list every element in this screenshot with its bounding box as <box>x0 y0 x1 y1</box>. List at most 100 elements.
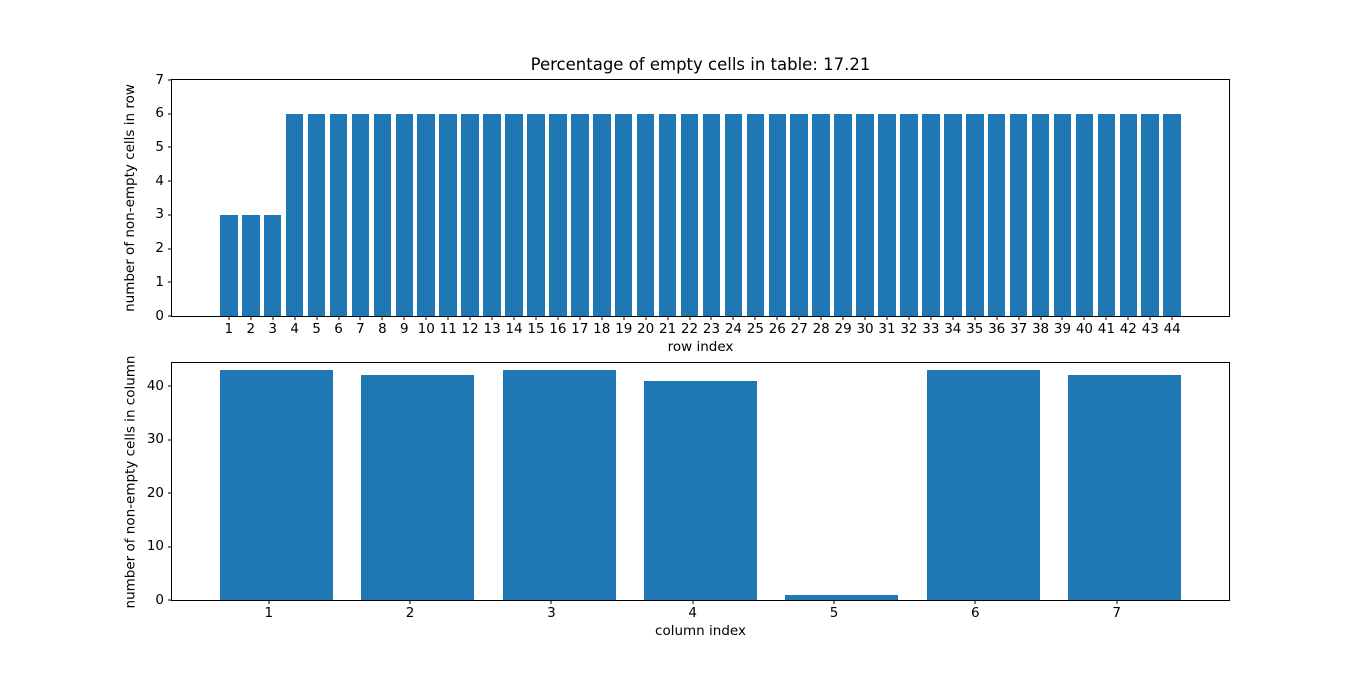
y-tick <box>168 146 172 148</box>
y-tick-label: 0 <box>155 591 164 608</box>
y-tick <box>168 599 172 601</box>
x-tick <box>692 600 694 604</box>
bar <box>812 113 830 316</box>
x-tick-label: 36 <box>988 321 1006 337</box>
bar <box>944 113 962 316</box>
x-tick <box>1171 316 1173 320</box>
bar <box>1053 113 1072 316</box>
bar <box>790 113 808 316</box>
x-tick <box>833 600 835 604</box>
bar <box>922 113 940 316</box>
x-tick-label: 3 <box>547 605 556 621</box>
x-tick-label: 28 <box>812 321 830 337</box>
bar <box>643 380 758 600</box>
x-tick-label: 5 <box>312 321 321 337</box>
x-tick-label: 3 <box>268 321 277 337</box>
bar <box>395 113 414 316</box>
y-tick <box>168 492 172 494</box>
x-tick-label: 1 <box>224 321 234 337</box>
x-tick-label: 17 <box>571 321 589 337</box>
y-tick <box>168 439 172 441</box>
y-tick-label: 1 <box>155 273 164 290</box>
x-tick-label: 19 <box>615 321 633 337</box>
x-tick-label: 15 <box>527 321 545 337</box>
x-tick <box>1061 316 1063 320</box>
y-tick-label: 7 <box>155 71 164 88</box>
bar <box>724 113 743 316</box>
x-tick <box>776 316 778 320</box>
x-tick-label: 6 <box>334 321 343 337</box>
bar <box>1031 113 1050 316</box>
bar <box>461 113 479 316</box>
x-tick-label: 40 <box>1075 321 1094 337</box>
bar <box>702 113 721 316</box>
y-tick-label: 0 <box>155 307 164 324</box>
x-tick-label: 30 <box>856 321 874 337</box>
x-tick-label: 8 <box>378 321 387 337</box>
x-tick <box>689 316 691 320</box>
bar <box>1141 113 1159 316</box>
bar <box>220 369 334 600</box>
x-tick-label: 27 <box>790 321 808 337</box>
row-chart-y-axis-label-box: number of non-empty cells in row <box>120 80 140 316</box>
x-tick-label: 12 <box>461 321 479 337</box>
bar <box>614 113 633 316</box>
bar <box>571 113 589 316</box>
y-tick <box>168 248 172 250</box>
bar <box>1075 113 1094 316</box>
x-tick-label: 20 <box>637 321 655 337</box>
y-tick <box>168 385 172 387</box>
column-chart: number of non-empty cells in column colu… <box>122 355 1230 639</box>
row-chart: Percentage of empty cells in table: 17.2… <box>122 55 1230 355</box>
x-tick-label: 2 <box>405 605 415 621</box>
x-tick-label: 18 <box>593 321 611 337</box>
x-tick <box>513 316 515 320</box>
x-tick <box>601 316 603 320</box>
bar <box>987 113 1006 316</box>
y-tick-label: 2 <box>155 239 164 256</box>
bar <box>856 113 874 316</box>
x-tick <box>820 316 822 320</box>
x-tick-label: 43 <box>1141 321 1159 337</box>
x-tick-label: 42 <box>1119 321 1137 337</box>
bar <box>483 113 501 316</box>
bar <box>351 113 370 316</box>
x-tick-label: 31 <box>878 321 896 337</box>
x-tick-label: 35 <box>966 321 984 337</box>
x-tick <box>268 600 270 604</box>
x-tick-label: 22 <box>680 321 699 337</box>
x-tick-label: 24 <box>724 321 742 337</box>
bar <box>361 375 475 600</box>
bar <box>329 113 348 316</box>
x-tick-label: 5 <box>829 605 839 621</box>
x-tick <box>409 600 411 604</box>
bar <box>746 113 765 316</box>
column-chart-y-axis-label: number of non-empty cells in column <box>122 355 139 608</box>
x-tick <box>974 600 976 604</box>
x-tick-label: 34 <box>944 321 962 337</box>
x-tick-label: 44 <box>1163 321 1181 337</box>
bar <box>878 113 896 316</box>
y-tick <box>168 315 172 317</box>
x-tick <box>535 316 537 320</box>
x-tick <box>1105 316 1107 320</box>
row-chart-y-axis-label: number of non-empty cells in row <box>122 84 138 312</box>
x-tick <box>557 316 559 320</box>
y-tick-label: 30 <box>146 430 164 447</box>
y-tick-label: 10 <box>146 537 164 554</box>
x-tick <box>294 316 296 320</box>
x-tick <box>864 316 866 320</box>
x-tick <box>1083 316 1085 320</box>
x-tick <box>579 316 581 320</box>
y-tick <box>168 214 172 216</box>
bar <box>1097 113 1116 316</box>
bar <box>768 113 787 316</box>
x-tick <box>930 316 932 320</box>
x-tick <box>272 316 274 320</box>
y-tick-label: 6 <box>155 104 164 121</box>
bar <box>900 113 918 316</box>
x-tick <box>338 316 339 320</box>
x-tick-label: 6 <box>971 605 980 621</box>
y-tick-label: 4 <box>155 172 164 189</box>
